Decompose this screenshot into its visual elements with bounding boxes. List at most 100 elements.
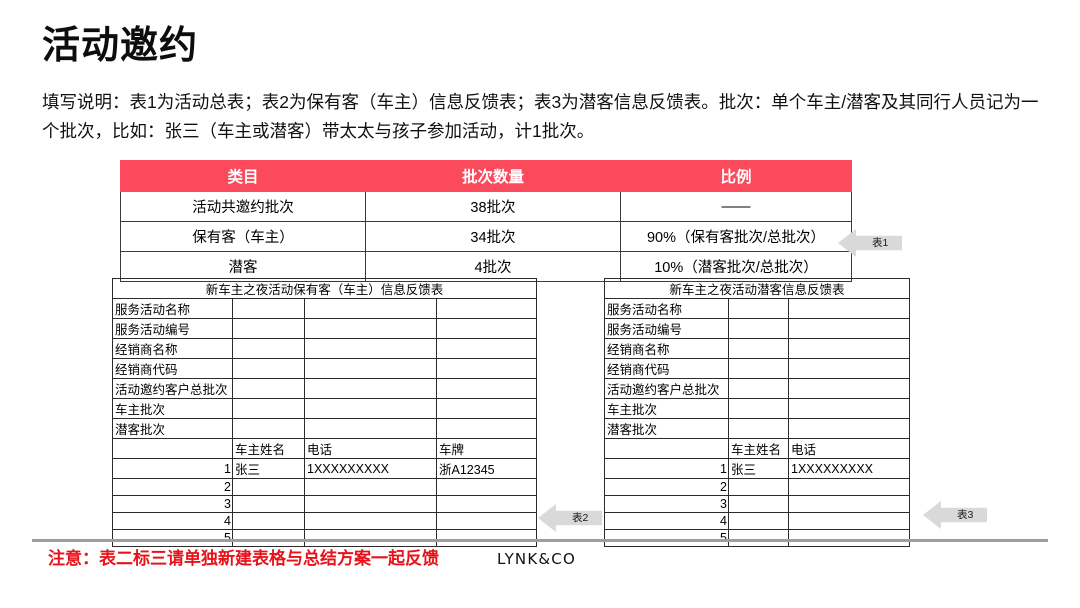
table-row: 经销商名称: [604, 338, 911, 359]
prospect-row-index: 5: [604, 529, 729, 547]
prospect-column-header-blank: [604, 438, 729, 459]
prospect-column-header-phone: 电话: [787, 438, 911, 459]
prospect-row-name[interactable]: [728, 495, 789, 513]
owner-field-value[interactable]: [435, 318, 538, 339]
table-row: 2: [604, 478, 911, 496]
owner-row-phone[interactable]: [304, 478, 437, 496]
owner-row-plate[interactable]: 浙A12345: [435, 458, 538, 479]
table-row: 服务活动编号: [604, 318, 911, 339]
owner-row-phone[interactable]: [304, 512, 437, 530]
callout-summary-table: 表1: [838, 228, 902, 258]
table-row: 3: [604, 495, 911, 513]
prospect-field-label: 服务活动编号: [604, 318, 729, 339]
owner-field-value[interactable]: [304, 378, 437, 399]
owner-field-value[interactable]: [435, 358, 538, 379]
prospect-row-phone[interactable]: [787, 529, 911, 547]
callout-label-owner: 表2: [572, 512, 589, 524]
owner-row-index: 3: [112, 495, 233, 513]
owner-row-phone[interactable]: [304, 529, 437, 547]
table-row: 活动邀约客户总批次: [112, 378, 538, 399]
owner-field-value[interactable]: [232, 418, 305, 439]
table-row: 5: [112, 529, 538, 547]
owner-row-plate[interactable]: [435, 512, 538, 530]
prospect-field-value[interactable]: [787, 318, 911, 339]
summary-cell-category: 保有客（车主）: [120, 221, 366, 252]
owner-field-value[interactable]: [232, 378, 305, 399]
owner-field-value[interactable]: [435, 398, 538, 419]
prospect-column-header-name: 车主姓名: [728, 438, 789, 459]
owner-field-value[interactable]: [304, 338, 437, 359]
owner-field-value[interactable]: [232, 298, 305, 319]
prospect-row-index: 3: [604, 495, 729, 513]
table-row: 经销商代码: [604, 358, 911, 379]
prospect-row-phone[interactable]: [787, 495, 911, 513]
prospect-field-value[interactable]: [728, 398, 789, 419]
summary-table: 类目 批次数量 比例 活动共邀约批次 38批次 —— 保有客（车主） 34批次 …: [120, 160, 852, 282]
prospect-field-value[interactable]: [787, 338, 911, 359]
prospect-field-value[interactable]: [728, 338, 789, 359]
prospect-field-value[interactable]: [787, 298, 911, 319]
owner-field-value[interactable]: [232, 318, 305, 339]
callout-label-prospect: 表3: [957, 509, 974, 521]
table-row: 2: [112, 478, 538, 496]
owner-column-header-plate: 车牌: [435, 438, 538, 459]
owner-field-value[interactable]: [304, 298, 437, 319]
owner-row-phone[interactable]: 1XXXXXXXXX: [304, 458, 437, 479]
prospect-field-value[interactable]: [728, 318, 789, 339]
owner-row-plate[interactable]: [435, 495, 538, 513]
owner-field-value[interactable]: [304, 318, 437, 339]
owner-row-name[interactable]: 张三: [232, 458, 305, 479]
owner-row-name[interactable]: [232, 495, 305, 513]
owner-field-value[interactable]: [435, 298, 538, 319]
left-arrow-icon: [838, 229, 902, 257]
owner-field-label: 经销商名称: [112, 338, 233, 359]
intro-description: 填写说明：表1为活动总表；表2为保有客（车主）信息反馈表；表3为潜客信息反馈表。…: [42, 92, 1039, 141]
prospect-field-value[interactable]: [728, 378, 789, 399]
table-row: 服务活动编号: [112, 318, 538, 339]
owner-row-plate[interactable]: [435, 529, 538, 547]
table-row: 经销商代码: [112, 358, 538, 379]
prospect-field-value[interactable]: [728, 358, 789, 379]
prospect-row-index: 4: [604, 512, 729, 530]
owner-row-index: 4: [112, 512, 233, 530]
owner-row-plate[interactable]: [435, 478, 538, 496]
owner-row-phone[interactable]: [304, 495, 437, 513]
owner-field-label: 经销商代码: [112, 358, 233, 379]
prospect-row-index: 2: [604, 478, 729, 496]
owner-field-value[interactable]: [435, 418, 538, 439]
prospect-row-name[interactable]: [728, 512, 789, 530]
owner-field-value[interactable]: [232, 358, 305, 379]
prospect-row-name[interactable]: [728, 529, 789, 547]
summary-cell-ratio: ——: [620, 191, 852, 222]
prospect-row-name[interactable]: 张三: [728, 458, 789, 479]
owner-field-value[interactable]: [304, 358, 437, 379]
prospect-table-column-header-row: 车主姓名 电话: [604, 438, 911, 459]
callout-prospect-table: 表3: [923, 500, 987, 530]
prospect-field-value[interactable]: [728, 298, 789, 319]
owner-row-name[interactable]: [232, 478, 305, 496]
prospect-row-phone[interactable]: [787, 512, 911, 530]
prospect-row-phone[interactable]: 1XXXXXXXXX: [787, 458, 911, 479]
owner-row-index: 2: [112, 478, 233, 496]
prospect-field-value[interactable]: [787, 378, 911, 399]
prospect-field-value[interactable]: [787, 358, 911, 379]
lynk-co-logo: LYNK&CO: [497, 550, 576, 568]
owner-field-value[interactable]: [232, 398, 305, 419]
prospect-field-label: 服务活动名称: [604, 298, 729, 319]
owner-field-label: 活动邀约客户总批次: [112, 378, 233, 399]
prospect-row-phone[interactable]: [787, 478, 911, 496]
owner-field-value[interactable]: [232, 338, 305, 359]
owner-field-value[interactable]: [435, 378, 538, 399]
owner-row-name[interactable]: [232, 529, 305, 547]
owner-field-value[interactable]: [304, 418, 437, 439]
owner-field-value[interactable]: [435, 338, 538, 359]
prospect-field-label: 经销商名称: [604, 338, 729, 359]
prospect-field-value[interactable]: [728, 418, 789, 439]
summary-cell-category: 潜客: [120, 251, 366, 282]
owner-row-name[interactable]: [232, 512, 305, 530]
prospect-field-label: 车主批次: [604, 398, 729, 419]
prospect-field-value[interactable]: [787, 418, 911, 439]
prospect-field-value[interactable]: [787, 398, 911, 419]
prospect-row-name[interactable]: [728, 478, 789, 496]
owner-field-value[interactable]: [304, 398, 437, 419]
